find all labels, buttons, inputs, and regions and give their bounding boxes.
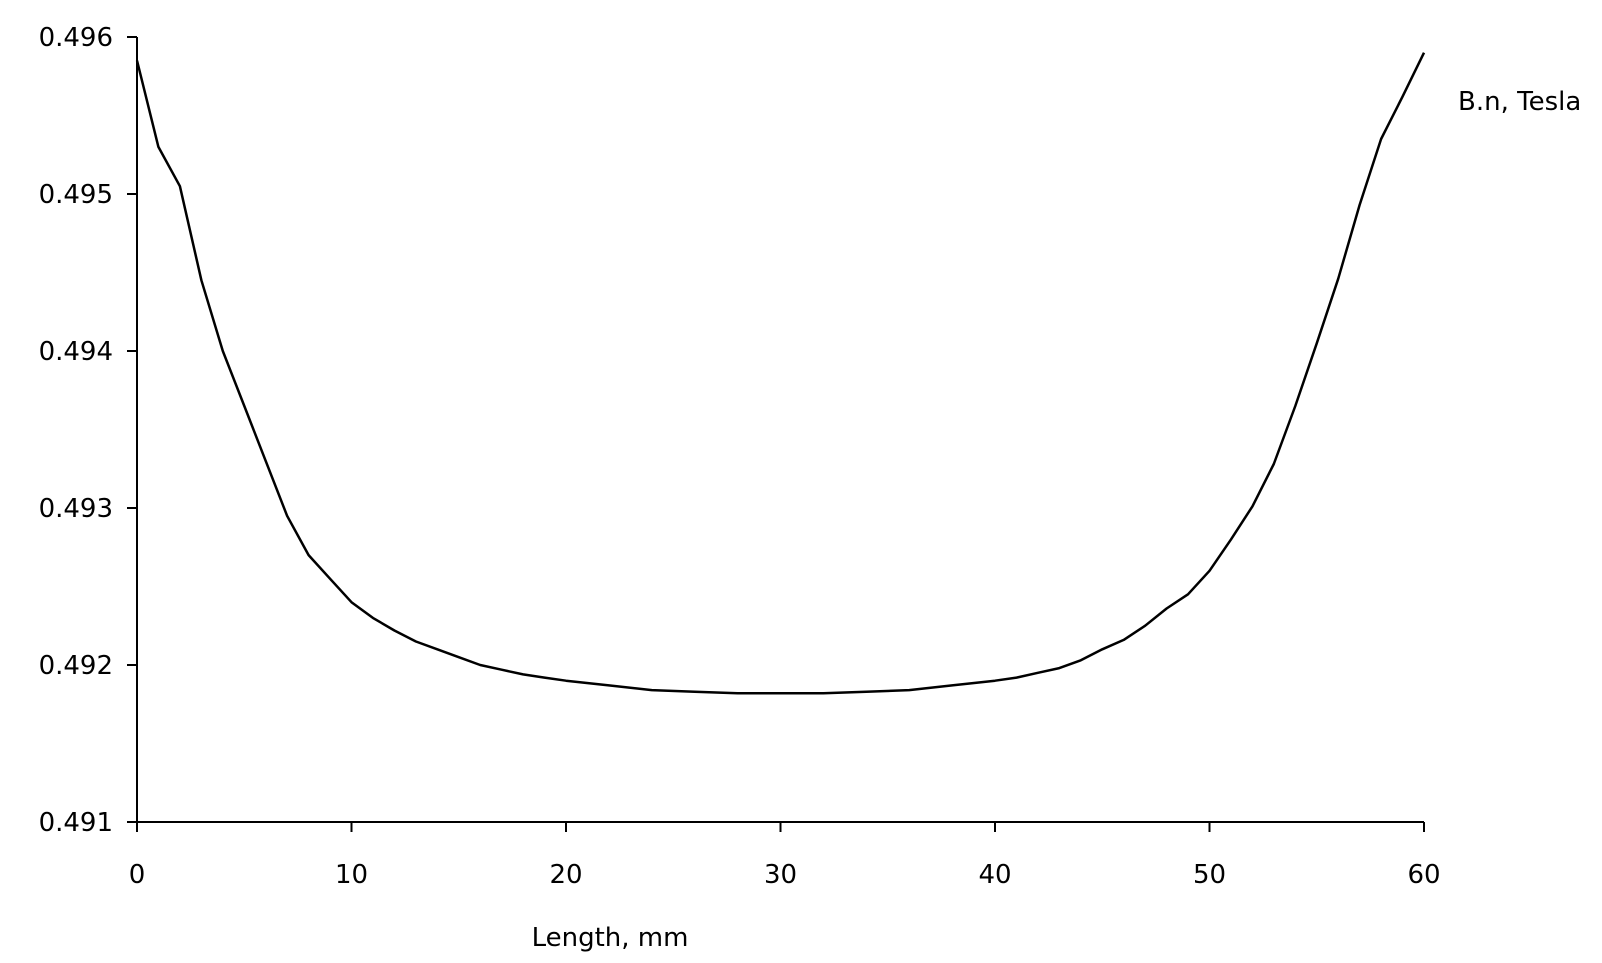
y-tick-label: 0.496 [39, 23, 113, 53]
x-tick-label: 30 [764, 860, 797, 890]
y-tick-label: 0.495 [39, 180, 113, 210]
y-tick-label: 0.493 [39, 494, 113, 524]
x-tick-label: 60 [1407, 860, 1440, 890]
y-tick-label: 0.491 [39, 808, 113, 838]
y-tick-label: 0.492 [39, 651, 113, 681]
series-label: B.n, Tesla [1458, 87, 1581, 117]
x-tick-label: 40 [978, 860, 1011, 890]
x-ticks: 0 10 20 30 40 50 60 [129, 822, 1441, 890]
series-line-b-n-tesla [135, 52, 1426, 695]
x-tick-label: 50 [1193, 860, 1226, 890]
x-tick-label: 0 [129, 860, 146, 890]
y-tick-label: 0.494 [39, 337, 113, 367]
x-axis-title: Length, mm [532, 923, 689, 953]
x-tick-label: 20 [549, 860, 582, 890]
x-tick-label: 10 [335, 860, 368, 890]
y-ticks: 0.491 0.492 0.493 0.494 0.495 0.496 [39, 23, 137, 838]
